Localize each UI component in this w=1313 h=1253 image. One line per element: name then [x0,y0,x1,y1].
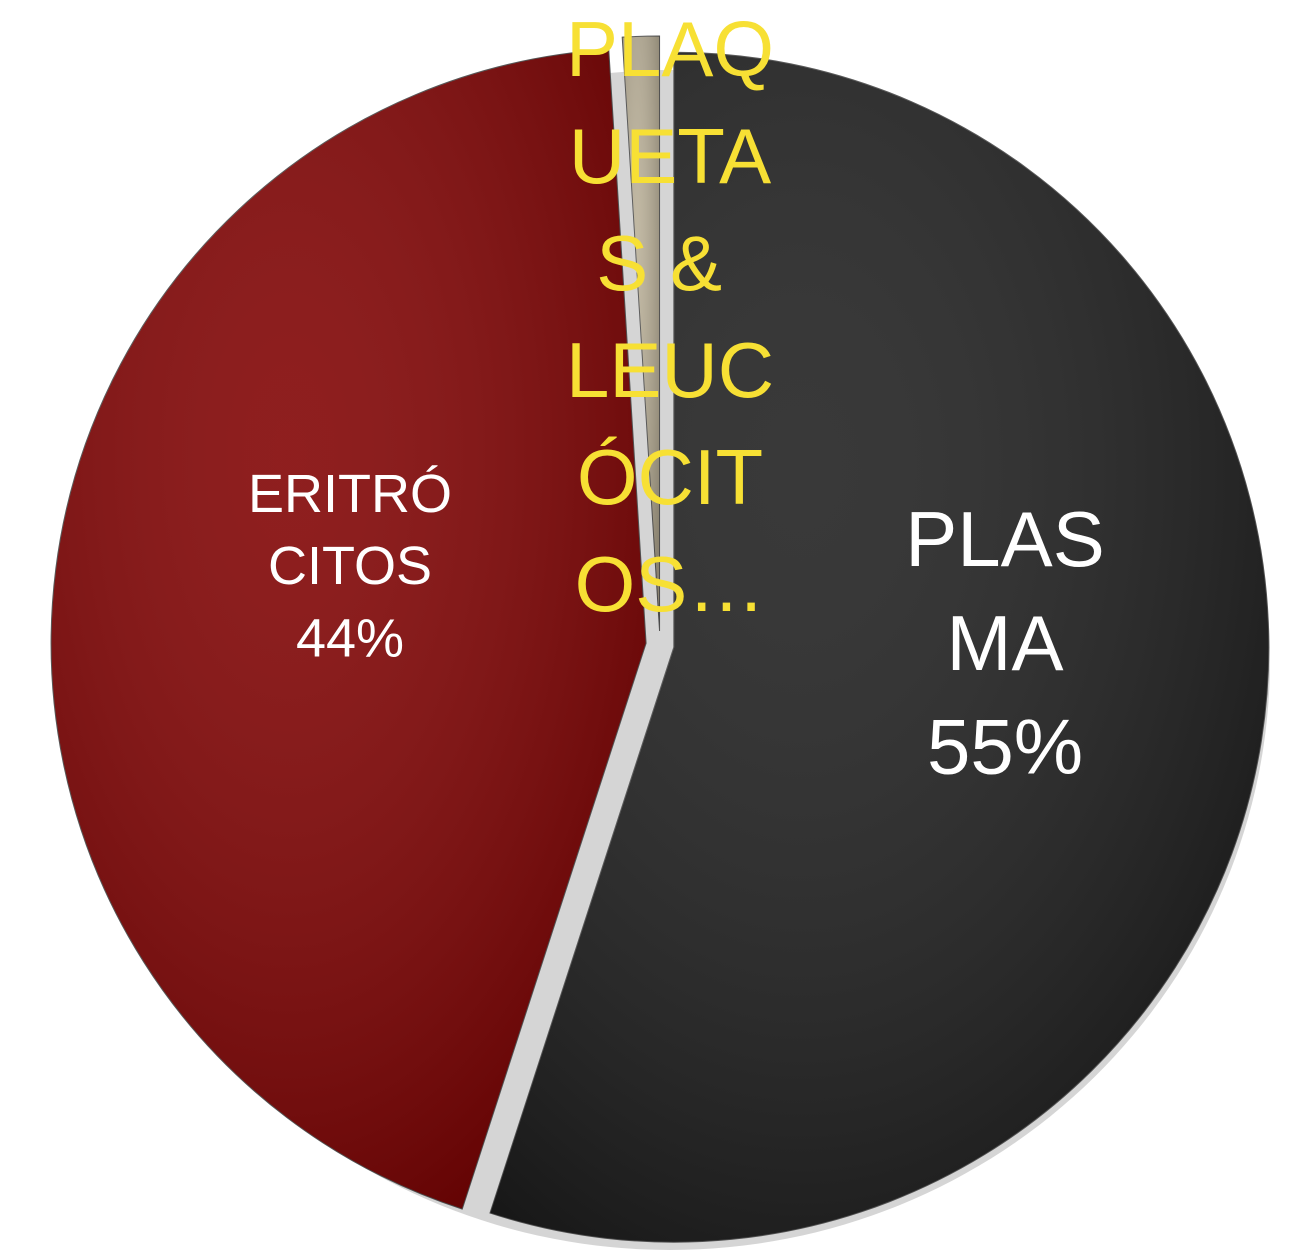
slice-value-label: 55% [927,703,1083,791]
slice-label: ERITRÓ CITOS [248,464,452,596]
slice-label: PLAS MA [905,495,1104,687]
slice-value-label: 44% [296,608,404,668]
slice-label: PLAQ UETA S & LEUC ÓCIT OS… [566,5,774,628]
